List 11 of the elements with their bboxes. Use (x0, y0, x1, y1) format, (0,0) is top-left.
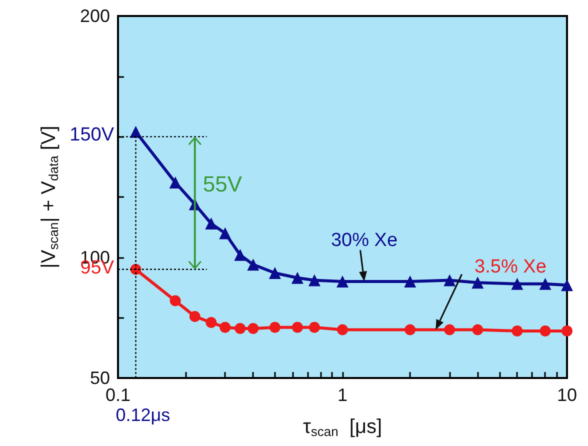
ref-line-label: 0.12μs (116, 405, 170, 425)
series-label: 30% Xe (330, 230, 398, 251)
x-tick-label: 1 (337, 385, 348, 405)
x-tick-label: 10 (556, 385, 578, 405)
y-tick-label: 50 (90, 368, 110, 388)
y-tick-label: 200 (80, 6, 110, 26)
y-axis-title: |Vscan| + Vdata [V] (38, 126, 61, 268)
x-tick-label: 0.1 (105, 385, 131, 405)
text: 3.5% Xe (474, 256, 546, 278)
ref-line-label: 150V (70, 124, 114, 146)
annotation: 55V (202, 172, 242, 197)
